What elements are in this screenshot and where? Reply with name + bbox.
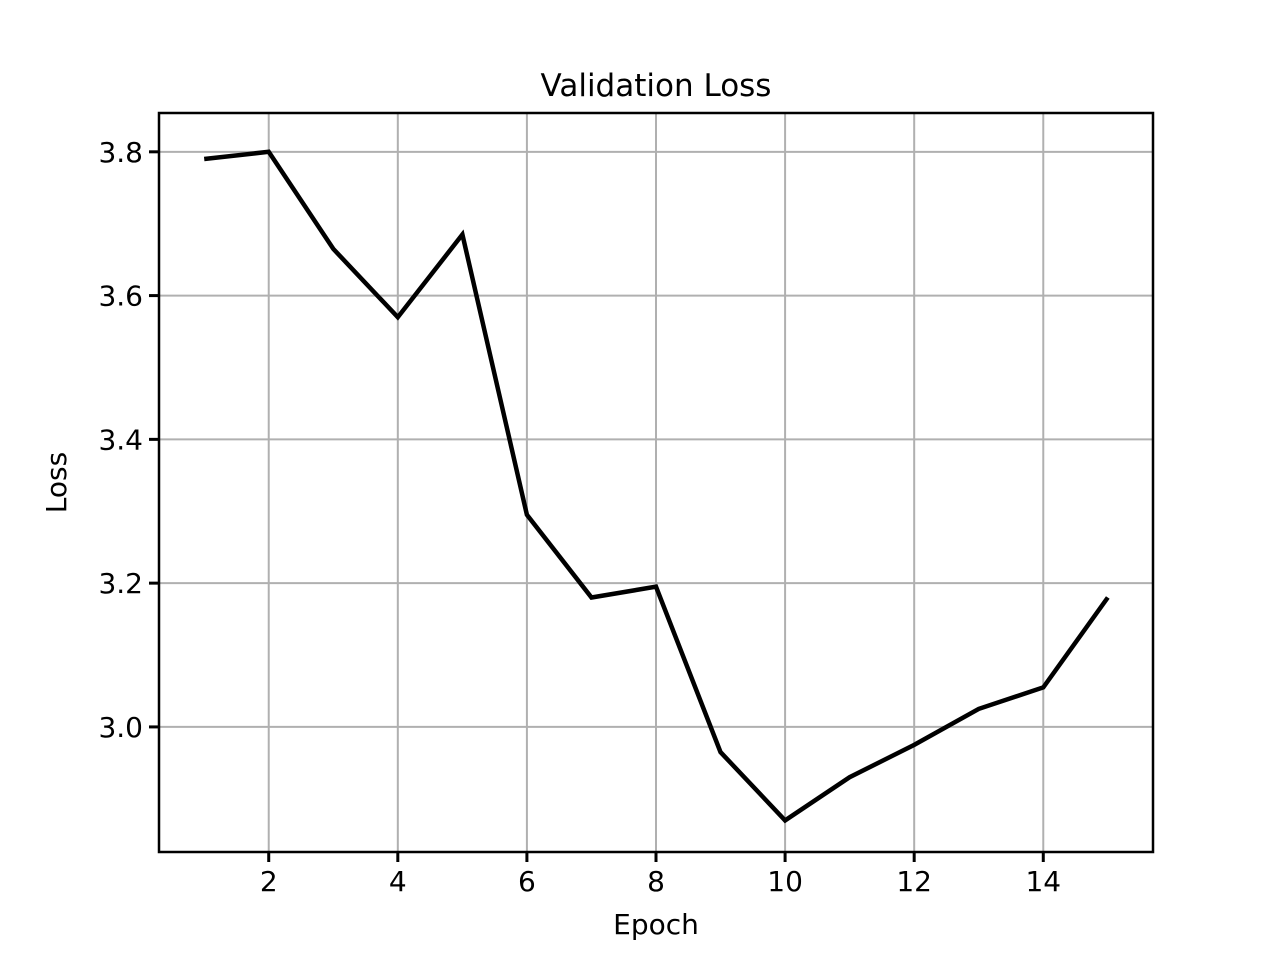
x-axis: 2 4 6 8 10 12 14 — [260, 852, 1061, 898]
loss-line — [203, 149, 1110, 824]
y-tick-label: 3.0 — [98, 711, 143, 744]
chart-title: Validation Loss — [541, 68, 772, 104]
x-tick-label: 8 — [647, 865, 665, 898]
x-tick-label: 6 — [518, 865, 536, 898]
x-tick-label: 12 — [896, 865, 932, 898]
x-axis-label: Epoch — [613, 908, 699, 941]
y-axis-label: Loss — [40, 452, 73, 513]
x-tick-label: 4 — [389, 865, 407, 898]
x-tick-label: 14 — [1025, 865, 1061, 898]
x-tick-label: 2 — [260, 865, 278, 898]
gridlines — [159, 113, 1153, 852]
y-tick-label: 3.8 — [98, 136, 143, 169]
y-axis: 3.0 3.2 3.4 3.6 3.8 — [98, 136, 159, 744]
y-tick-label: 3.2 — [98, 567, 143, 600]
y-tick-label: 3.6 — [98, 280, 143, 313]
x-tick-label: 10 — [767, 865, 803, 898]
y-tick-label: 3.4 — [98, 423, 143, 456]
